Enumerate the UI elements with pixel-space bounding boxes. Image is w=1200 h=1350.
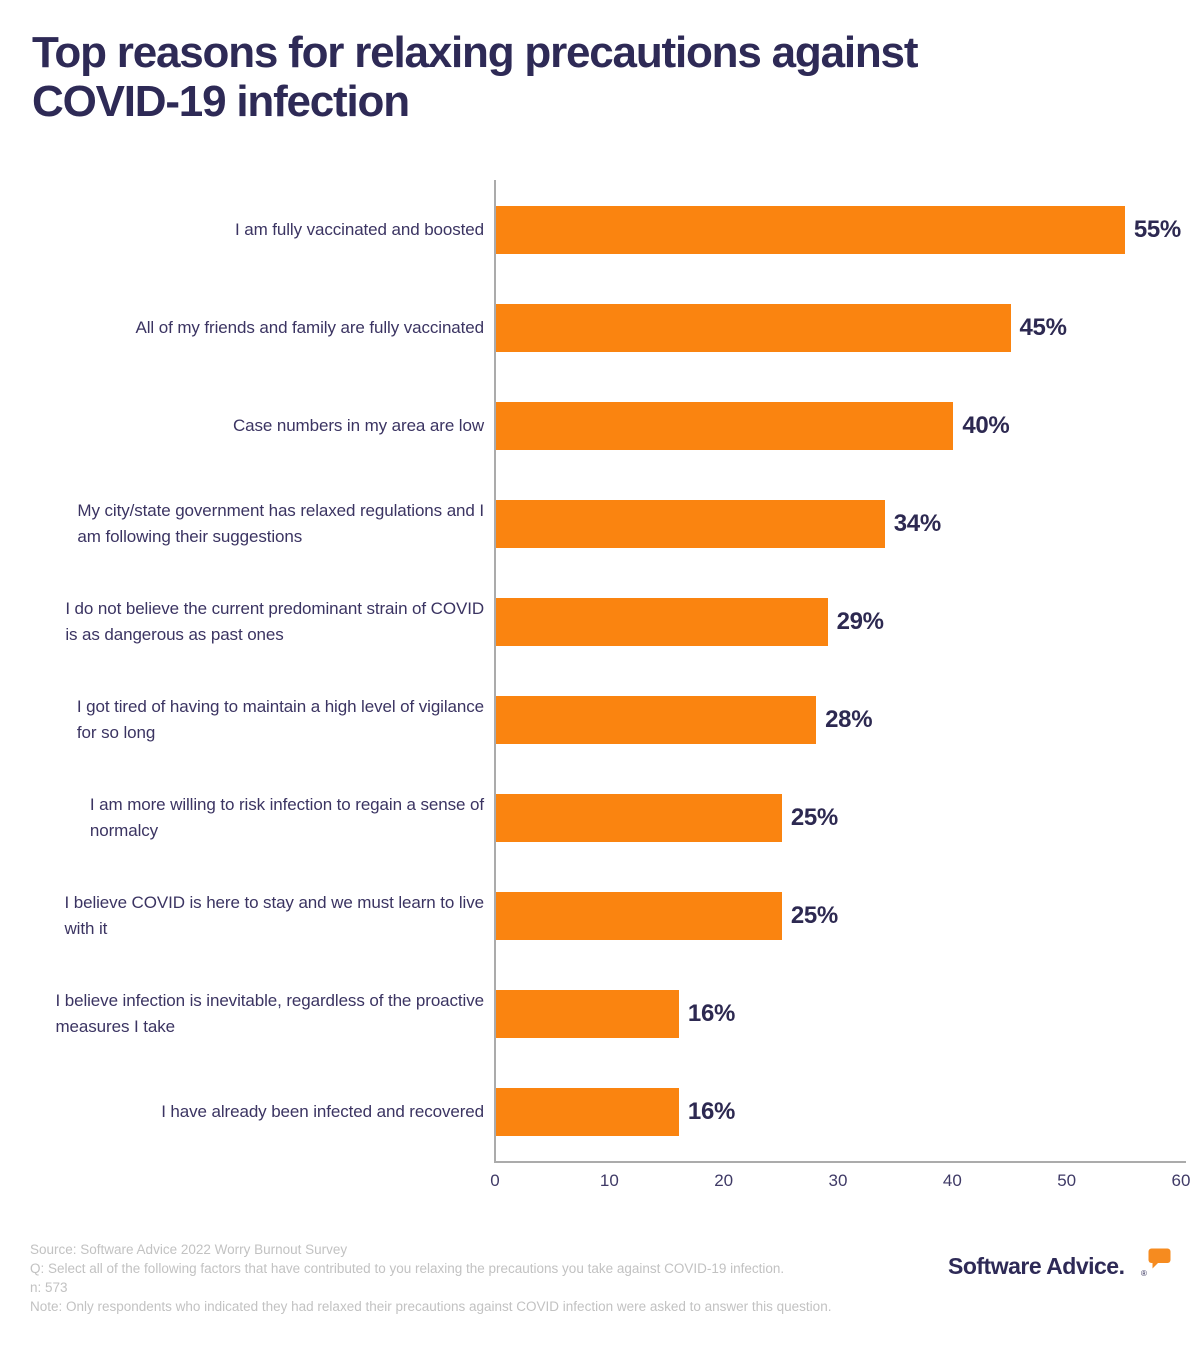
category-label: All of my friends and family are fully v… bbox=[20, 279, 485, 377]
value-label: 28% bbox=[825, 706, 873, 733]
category-label-text: I believe COVID is here to stay and we m… bbox=[64, 893, 485, 938]
x-axis-tick-label: 10 bbox=[599, 1171, 619, 1190]
registered-trademark-symbol: ® bbox=[1141, 1269, 1147, 1278]
category-label: I believe COVID is here to stay and we m… bbox=[20, 867, 485, 965]
value-label: 55% bbox=[1133, 216, 1181, 243]
y-axis-line bbox=[494, 180, 496, 1163]
category-label-text: I believe infection is inevitable, regar… bbox=[55, 991, 485, 1036]
category-label: My city/state government has relaxed reg… bbox=[20, 475, 484, 573]
category-label-text: I got tired of having to maintain a high… bbox=[76, 697, 484, 742]
x-axis-tick-label: 40 bbox=[942, 1171, 962, 1190]
category-label-text: All of my friends and family are fully v… bbox=[135, 318, 485, 337]
x-axis-tick-label: 60 bbox=[1171, 1171, 1191, 1190]
bar bbox=[496, 990, 679, 1038]
x-axis-tick-label: 0 bbox=[490, 1171, 500, 1190]
value-label: 34% bbox=[893, 510, 941, 537]
chart-title-line-2: COVID-19 infection bbox=[32, 77, 410, 126]
category-label-text: I am more willing to risk infection to r… bbox=[89, 795, 484, 840]
category-label-text: I have already been infected and recover… bbox=[161, 1102, 484, 1121]
bar bbox=[496, 500, 885, 548]
x-axis-tick-label: 30 bbox=[828, 1171, 848, 1190]
value-label: 25% bbox=[790, 804, 838, 831]
category-label: I have already been infected and recover… bbox=[20, 1063, 484, 1161]
category-label: I believe infection is inevitable, regar… bbox=[20, 965, 485, 1063]
value-label: 45% bbox=[1019, 314, 1067, 341]
footnote-source: Source: Software Advice 2022 Worry Burno… bbox=[30, 1242, 348, 1257]
value-label: 16% bbox=[687, 1098, 736, 1125]
software-advice-logo: Software Advice. ® bbox=[948, 1248, 1188, 1286]
value-label: 25% bbox=[790, 902, 838, 929]
x-axis-tick-label: 20 bbox=[714, 1171, 734, 1190]
category-label-text: Case numbers in my area are low bbox=[232, 416, 484, 435]
bar bbox=[496, 402, 954, 450]
footnote-question: Q: Select all of the following factors t… bbox=[30, 1261, 785, 1276]
x-axis-line bbox=[494, 1161, 1186, 1163]
bar bbox=[496, 696, 817, 744]
value-label: 16% bbox=[687, 1000, 736, 1027]
category-label-text: I do not believe the current predominant… bbox=[65, 599, 484, 644]
value-label: 40% bbox=[962, 412, 1010, 439]
bar bbox=[496, 794, 782, 842]
footnote-sample-size: n: 573 bbox=[30, 1280, 68, 1295]
category-label: Case numbers in my area are low bbox=[20, 377, 484, 475]
bar bbox=[496, 892, 782, 940]
bar bbox=[496, 304, 1011, 352]
category-label-text: I am fully vaccinated and boosted bbox=[234, 220, 484, 239]
chart-footnotes: Source: Software Advice 2022 Worry Burno… bbox=[30, 1240, 860, 1316]
bar bbox=[496, 1088, 679, 1136]
category-label: I am fully vaccinated and boosted bbox=[20, 181, 484, 279]
chart-title: Top reasons for relaxing precautions aga… bbox=[32, 28, 1132, 126]
bar bbox=[496, 206, 1125, 254]
logo-wordmark: Software Advice. bbox=[948, 1253, 1125, 1279]
category-label: I do not believe the current predominant… bbox=[20, 573, 484, 671]
bar bbox=[496, 598, 828, 646]
x-axis-tick-label: 50 bbox=[1057, 1171, 1077, 1190]
category-label: I am more willing to risk infection to r… bbox=[20, 769, 484, 867]
value-label: 29% bbox=[836, 608, 884, 635]
chart-title-line-1: Top reasons for relaxing precautions aga… bbox=[32, 28, 918, 77]
speech-bubble-icon bbox=[1148, 1248, 1171, 1269]
category-label: I got tired of having to maintain a high… bbox=[20, 671, 484, 769]
footnote-note: Note: Only respondents who indicated the… bbox=[30, 1299, 832, 1314]
category-label-text: My city/state government has relaxed reg… bbox=[77, 501, 484, 546]
